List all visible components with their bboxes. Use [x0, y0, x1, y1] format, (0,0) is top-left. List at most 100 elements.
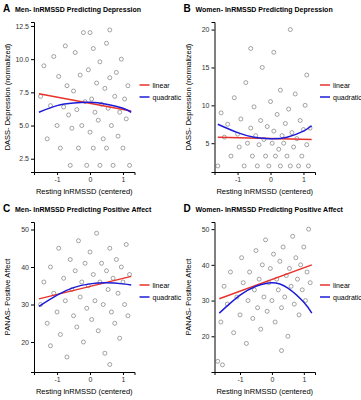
point: [292, 145, 296, 149]
point: [108, 76, 112, 80]
point: [307, 227, 311, 231]
legend-item: linear: [140, 282, 171, 289]
plot: -1015101520Resting lnRMSSD (centered)DAS…: [184, 23, 316, 197]
point: [103, 86, 107, 90]
point: [101, 137, 105, 141]
point: [232, 96, 236, 100]
point: [68, 258, 72, 262]
tick-label: 2.5: [19, 155, 29, 162]
point: [81, 31, 85, 35]
point: [118, 336, 122, 340]
point: [65, 355, 69, 359]
point: [123, 303, 127, 307]
tick-mark: [212, 30, 215, 31]
point: [121, 146, 125, 150]
tick-label: 20: [202, 26, 210, 33]
tick-label: 0: [270, 376, 274, 383]
point: [229, 154, 233, 158]
legend-item: linear: [320, 82, 351, 89]
tick-mark: [123, 372, 124, 375]
point: [294, 256, 298, 260]
point: [252, 288, 256, 292]
axis-line: [212, 23, 216, 173]
point: [91, 146, 95, 150]
point: [63, 299, 67, 303]
panel: CMen- lnRMSSD Predicting Positive Affect…: [3, 203, 182, 396]
point: [241, 281, 245, 285]
point: [283, 122, 287, 126]
point: [238, 313, 242, 317]
axis-line: [215, 373, 316, 376]
title: Women- lnRMSSD Predicting Positive Affec…: [196, 206, 344, 214]
point: [228, 270, 232, 274]
point: [248, 270, 252, 274]
legend-item: linear: [140, 82, 171, 89]
tick-mark: [303, 172, 304, 175]
point: [68, 163, 72, 167]
point: [237, 145, 241, 149]
tick-mark: [240, 372, 241, 375]
fit-line: [219, 265, 312, 299]
point: [124, 243, 128, 247]
legend-swatch: [140, 96, 150, 98]
fit-line: [219, 283, 312, 313]
point: [119, 57, 123, 61]
tick: 40: [21, 264, 34, 271]
point: [106, 288, 110, 292]
point: [81, 340, 85, 344]
point: [277, 147, 281, 151]
tick: 10.0: [15, 56, 34, 63]
point: [292, 302, 296, 306]
tick: 40: [202, 262, 215, 269]
tick-label: -1: [237, 376, 243, 383]
point: [72, 89, 76, 93]
point: [86, 68, 90, 72]
tick-mark: [31, 92, 34, 93]
panel: BWomen- lnRMSSD Predicting Depression-10…: [184, 3, 361, 196]
y-axis: 20304050: [202, 223, 215, 373]
point: [98, 60, 102, 64]
point: [108, 363, 112, 367]
plot: -1012.55.07.510.012.5Resting lnRMSSD (ce…: [3, 23, 135, 197]
point: [262, 295, 266, 299]
point: [305, 73, 309, 77]
tick: 2.5: [19, 155, 34, 162]
point: [128, 163, 132, 167]
point: [95, 231, 99, 235]
legend-label: linear: [153, 282, 171, 289]
point: [80, 280, 84, 284]
point: [108, 246, 112, 250]
y-axis: 2.55.07.510.012.5: [15, 23, 34, 173]
tick: -1: [237, 372, 243, 383]
point: [268, 266, 272, 270]
legend-swatch: [140, 296, 150, 298]
point: [73, 269, 77, 273]
point: [246, 299, 250, 303]
legend-label: quadratic: [333, 294, 361, 302]
axis-line: [35, 373, 136, 376]
legend-label: quadratic: [333, 94, 361, 102]
tick: 1: [302, 172, 306, 183]
point: [85, 306, 89, 310]
plot: -10120304050Resting lnRMSSD (centered)PA…: [3, 223, 135, 397]
tick-mark: [31, 230, 34, 231]
tick-label: 10: [202, 102, 210, 109]
point: [299, 263, 303, 267]
point: [114, 258, 118, 262]
point: [254, 249, 258, 253]
y-axis: 5101520: [202, 23, 215, 173]
panel-label: A: [3, 3, 10, 14]
tick-mark: [238, 172, 239, 175]
tick: 7.5: [19, 89, 34, 96]
tick-mark: [31, 159, 34, 160]
point: [291, 234, 295, 238]
point: [244, 81, 248, 85]
y-axis-title: DASS- Depression (normalized): [3, 43, 12, 150]
tick-label: 7.5: [19, 89, 29, 96]
legend-item: quadratic: [140, 294, 182, 302]
tick-label: 40: [202, 262, 210, 269]
legend-swatch: [140, 84, 150, 86]
point: [91, 273, 95, 277]
point: [96, 118, 100, 122]
x-axis-title: Resting lnRMSSD (centered): [36, 387, 133, 396]
